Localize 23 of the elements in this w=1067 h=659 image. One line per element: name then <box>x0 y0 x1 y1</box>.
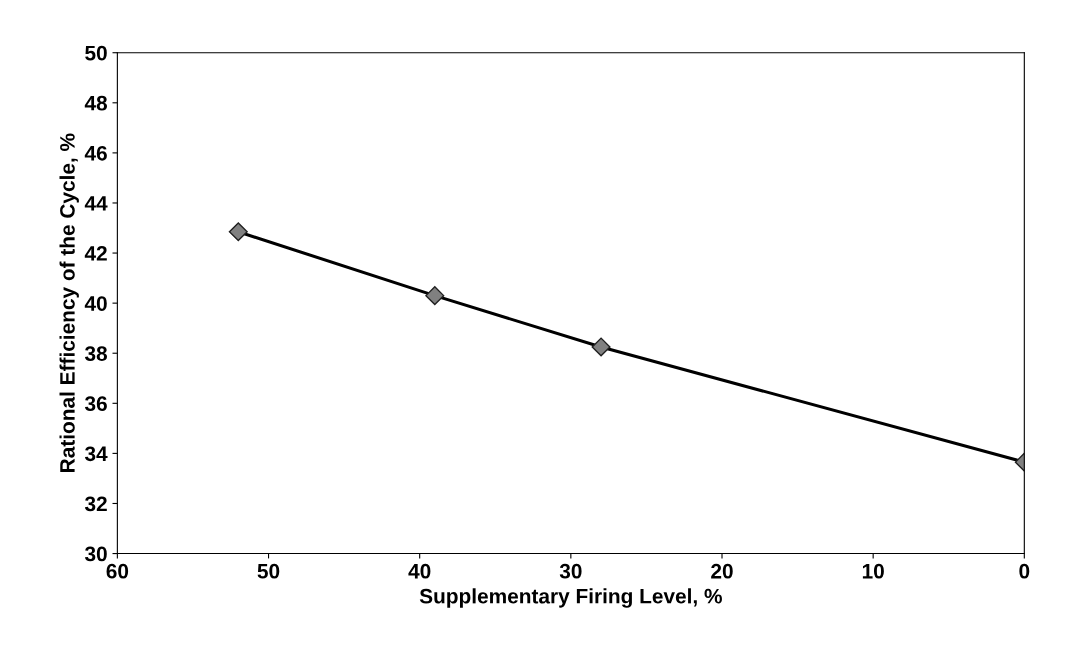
y-axis-title: Rational Efficiency of the Cycle, % <box>59 133 79 472</box>
y-tick-label: 40 <box>84 296 107 311</box>
point <box>228 222 248 242</box>
x-axis-title: Supplementary Firing Level, % <box>419 588 722 608</box>
point <box>425 286 445 306</box>
x-tick-label: 50 <box>257 563 280 579</box>
x-tick-label: 60 <box>106 563 129 579</box>
y-tick-label: 46 <box>84 145 107 161</box>
y-tick-label: 30 <box>84 546 107 562</box>
x-tick-label: 0 <box>1019 563 1030 579</box>
y-tick-label: 50 <box>85 45 107 61</box>
y-tick-label: 38 <box>84 346 108 362</box>
y-tick-label: 36 <box>84 396 107 412</box>
x-tick-label: 20 <box>711 563 733 579</box>
y-tick-label: 44 <box>84 196 108 211</box>
x-tick-label: 40 <box>408 563 431 579</box>
x-tick-label: 10 <box>862 563 884 579</box>
y-tick-label: 42 <box>84 246 107 261</box>
y-tick-label: 48 <box>84 95 108 111</box>
y-tick-label: 32 <box>84 496 107 512</box>
point <box>591 337 611 357</box>
y-tick-label: 34 <box>84 446 108 462</box>
x-tick-label: 30 <box>559 563 582 579</box>
